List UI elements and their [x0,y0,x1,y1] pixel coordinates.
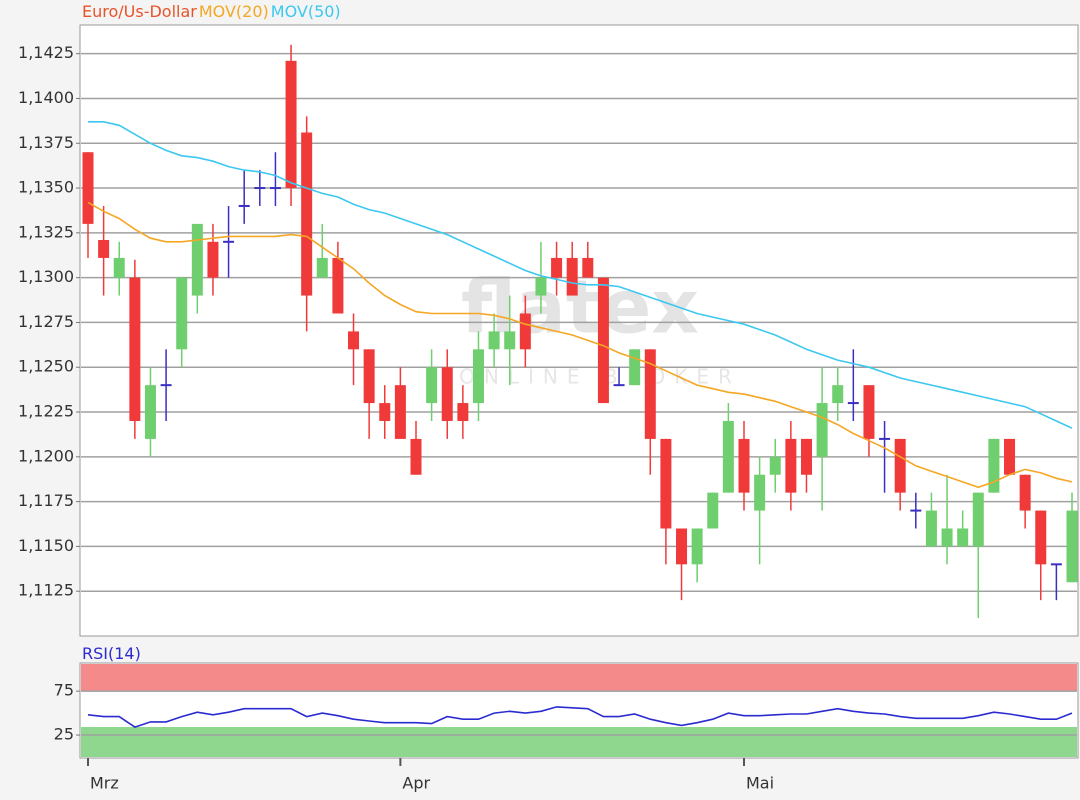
candle-body [82,152,94,224]
rsi-legend: RSI(14) [82,644,141,663]
candle-body [348,331,360,350]
x-tick-label: Mrz [90,774,119,793]
candle-body [644,349,656,439]
marks [82,44,1078,728]
candle-body [691,528,703,565]
candle-body [1066,510,1078,583]
y-tick-label: 1,1225 [18,402,74,421]
legend-entry: MOV(50) [270,2,341,21]
watermark-text: flatex [461,265,699,351]
candle-body [894,438,906,493]
candle-body [941,528,953,547]
candle-body [832,385,844,404]
watermark: flatex ONLINE BROKER [459,265,741,389]
y-tick-label: 1,1175 [18,491,74,510]
legend-entry: Euro/Us-Dollar [82,2,197,21]
candle-body [504,331,516,350]
y-tick-label: 1,1425 [18,43,74,62]
price-plot-area [79,24,1079,637]
legend: Euro/Us-Dollar MOV(20) MOV(50) [82,2,343,21]
candle-body [379,403,391,421]
candle-body [457,403,469,421]
candle-body [769,456,781,475]
y-tick-label: 1,1150 [18,536,74,555]
candle-body [1035,510,1047,565]
candle-body [629,349,641,386]
y-tick-label: 1,1125 [18,581,74,600]
candle-body [800,438,812,475]
candle-body [285,60,297,189]
y-tick-label: 25 [54,725,74,744]
y-tick-label: 1,1400 [18,88,74,107]
candle-body [660,438,672,529]
candle-body [441,367,453,421]
candle-body [316,257,328,278]
candle-body [129,277,141,421]
candle-body [754,474,766,511]
watermark-subtitle: ONLINE BROKER [459,365,741,389]
candle-body [1004,438,1016,475]
y-tick-label: 1,1250 [18,357,74,376]
candle-body [207,241,219,278]
candle-body [301,132,313,296]
candle-body [191,223,203,296]
candle-body [738,438,750,493]
candle-body [519,313,531,350]
candle-body [566,257,578,296]
candle-body [176,277,188,350]
candle-body [394,385,406,439]
candle-body [363,349,375,404]
candle-body [472,349,484,404]
y-tick-label: 1,1275 [18,312,74,331]
candle-body [816,403,828,457]
y-tick-label: 1,1375 [18,133,74,152]
candle-body [535,277,547,296]
legend-entry: MOV(20) [198,2,269,21]
candle-body [332,257,344,314]
candle-body [957,528,969,547]
series-line [87,201,1073,489]
candle-body [98,240,110,258]
overbought-zone [81,664,1077,691]
candle-body [144,385,156,439]
x-tick-label: Mai [746,774,774,793]
candle-body [722,420,734,493]
candle-body [972,492,984,547]
candle-body [925,510,937,547]
oversold-zone [81,727,1077,757]
y-tick-label: 75 [54,681,74,700]
candle-body [597,277,609,404]
y-tick-label: 1,1300 [18,267,74,286]
candle-body [426,367,438,404]
candle-body [1019,474,1031,511]
candle-body [488,331,500,350]
candle-body [113,257,125,278]
y-tick-label: 1,1325 [18,222,74,241]
candle-body [863,385,875,439]
series-line [88,121,1073,429]
grid: 1,1125 1,1150 1,1175 1,1200 1,1225 1,1250 1,12… [18,43,1077,793]
y-tick-label: 1,1350 [18,178,74,197]
candle-body [785,438,797,493]
candle-body [410,438,422,475]
series-line [87,706,1073,728]
candle-body [676,528,688,565]
x-tick-label: Apr [402,774,430,793]
candle-body [707,492,719,529]
candle-body [988,438,1000,493]
y-tick-label: 1,1200 [18,446,74,465]
candle-body [582,257,594,278]
candle-body [551,257,563,278]
